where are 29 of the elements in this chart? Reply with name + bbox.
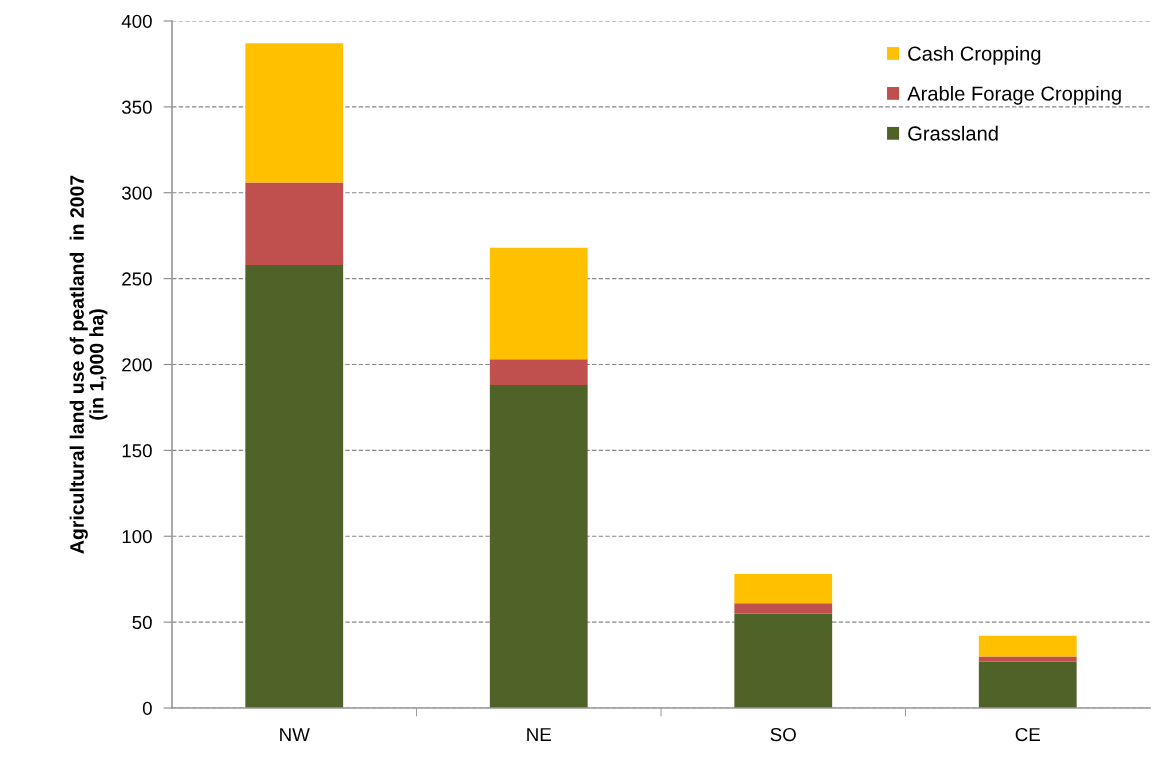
- y-tick-label: 100: [122, 529, 152, 544]
- y-tick-label: 300: [121, 186, 152, 200]
- y-tick-label: 250: [122, 272, 152, 286]
- y-tick-label: 350: [121, 100, 152, 114]
- bar: [489, 385, 588, 708]
- bar: [489, 247, 588, 360]
- y-tick-label: 150: [122, 444, 152, 458]
- bar: [245, 264, 344, 708]
- bar: [978, 656, 1077, 662]
- bar: [245, 43, 344, 183]
- x-tick-label: SO: [770, 727, 796, 742]
- y-axis-title: Agricultural land use of peatland in 2007 (in 1,000 ha): [69, 175, 108, 554]
- x-tick-label: NE: [527, 728, 551, 742]
- x-tick-label: CE: [1015, 727, 1040, 742]
- legend-label: Arable Forage Cropping: [907, 85, 1121, 105]
- bar: [489, 359, 588, 386]
- legend-label: Cash Cropping: [908, 46, 1041, 65]
- bar: [734, 574, 833, 604]
- y-tick-label: 200: [122, 358, 152, 372]
- x-tick-label: NW: [280, 728, 310, 742]
- y-tick-label: 0: [142, 701, 152, 715]
- bar: [245, 182, 344, 265]
- bar: [734, 603, 833, 614]
- y-tick-label: 50: [132, 615, 152, 630]
- y-tick-label: 400: [121, 14, 152, 28]
- bar: [734, 613, 833, 708]
- bar: [978, 661, 1077, 708]
- legend-label: Grassland: [908, 125, 998, 141]
- bar: [978, 635, 1077, 657]
